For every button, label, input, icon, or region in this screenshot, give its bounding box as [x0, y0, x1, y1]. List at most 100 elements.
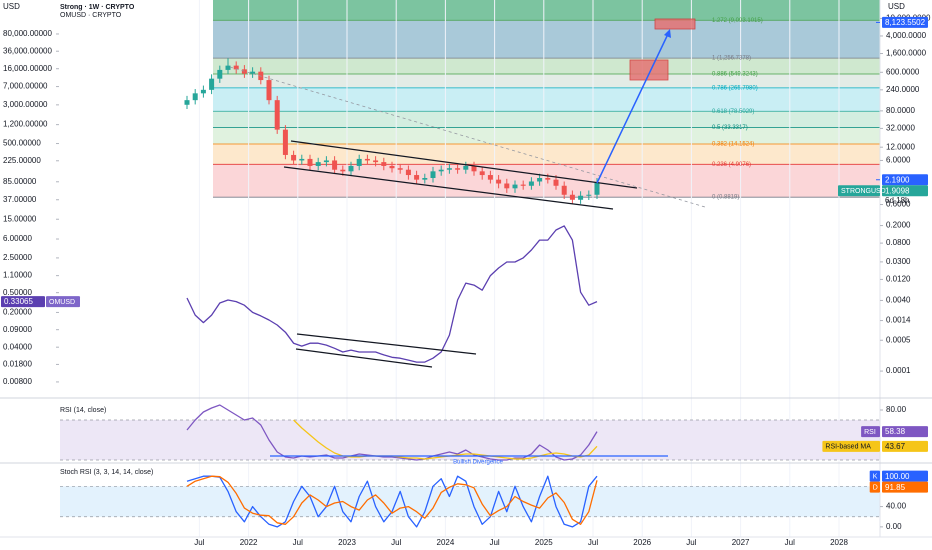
- candle-body: [323, 160, 329, 163]
- y2-tick-label: 12.0000: [886, 142, 915, 151]
- y-tick-label: 500.00000: [3, 139, 41, 148]
- series-line: [186, 475, 598, 525]
- series-line: [186, 475, 598, 528]
- y-tick-label: 1.10000: [3, 271, 32, 280]
- trend-line: [229, 66, 706, 208]
- candle-body: [438, 169, 444, 172]
- last-value-bg: [882, 470, 928, 482]
- candle-body: [282, 129, 288, 155]
- x-tick-label: Jul: [194, 538, 204, 547]
- x-tick-label: 2023: [338, 538, 356, 547]
- candle-body: [463, 165, 469, 170]
- series-tag-bg: [869, 470, 880, 482]
- candle-body: [217, 69, 223, 79]
- fib-band: [213, 87, 880, 112]
- candle-body: [455, 168, 461, 170]
- y2-tick-label: 240.0000: [886, 85, 920, 94]
- candle-body: [340, 169, 346, 172]
- fib-label: 0.382 (14.1524): [712, 142, 754, 148]
- y-tick-label: 7,000.00000: [3, 82, 48, 91]
- candle-body: [561, 185, 567, 195]
- y-tick-label: 225.00000: [3, 156, 41, 165]
- y2-tick-label: 0.0005: [886, 335, 911, 344]
- candle-body: [528, 181, 534, 186]
- y-tick-label: 0.00: [886, 522, 902, 531]
- countdown: 6d 18h: [885, 196, 909, 205]
- channel-line: [296, 333, 477, 355]
- pane-title: RSI (14, close): [60, 407, 106, 414]
- fib-band: [213, 73, 880, 88]
- candle-body: [364, 158, 370, 161]
- y-tick-label: 0.04000: [3, 342, 32, 351]
- candle-body: [397, 168, 403, 170]
- y-tick-label: 36,000.00000: [3, 46, 52, 55]
- candle-body: [594, 182, 600, 195]
- x-tick-label: 2024: [437, 538, 455, 547]
- candle-body: [578, 195, 584, 200]
- last-value: 58.38: [885, 427, 906, 436]
- series-tag-bg: [838, 185, 880, 197]
- series-tag-bg: [861, 426, 880, 438]
- candle-body: [356, 158, 362, 166]
- x-tick-label: Jul: [489, 538, 499, 547]
- x-tick-label: 2026: [633, 538, 651, 547]
- candle-body: [389, 165, 395, 169]
- candle-body: [545, 177, 551, 180]
- y-tick-label: 3,000.00000: [3, 100, 48, 109]
- y-tick-label: 40.00: [886, 502, 907, 511]
- fib-label: 0.886 (549.3243): [712, 72, 758, 78]
- pane-title: Stoch RSI (3, 3, 14, 14, close): [60, 469, 153, 476]
- x-tick-label: 2028: [830, 538, 848, 547]
- price-marker-label: 8,123.5502: [885, 18, 926, 27]
- x-tick-label: 2025: [535, 538, 553, 547]
- candle-body: [209, 78, 215, 90]
- y2-tick-label: 0.2000: [886, 221, 911, 230]
- price-marker-label-bg: [882, 174, 928, 186]
- y-tick-label: 1,200.00000: [3, 120, 48, 129]
- x-tick-label: Jul: [293, 538, 303, 547]
- fib-band: [213, 20, 880, 59]
- candle-body: [537, 177, 543, 182]
- x-tick-label: Jul: [785, 538, 795, 547]
- y-tick-label: 0.00800: [3, 377, 32, 386]
- candle-body: [307, 158, 313, 166]
- candle-body: [250, 71, 256, 74]
- y2-unit: USD: [888, 2, 905, 11]
- candle-body: [299, 158, 305, 161]
- candle-body: [471, 165, 477, 172]
- fib-band: [213, 0, 880, 21]
- fib-label: 1.272 (9,093.1015): [712, 18, 763, 24]
- candle-body: [291, 154, 297, 161]
- last-value-bg: [882, 426, 928, 438]
- channel-line: [295, 348, 433, 368]
- candle-body: [422, 177, 428, 180]
- y-tick-label: 6.00000: [3, 234, 32, 243]
- x-tick-label: Jul: [391, 538, 401, 547]
- last-value: 0.33065: [4, 297, 33, 306]
- last-value: 100.00: [885, 472, 910, 481]
- candle-body: [241, 69, 247, 74]
- y2-tick-label: 1,600.0000: [886, 49, 927, 58]
- last-value: 91.85: [885, 483, 906, 492]
- series-line: [186, 225, 598, 363]
- annotation: Bullish Divergence: [453, 460, 503, 466]
- fib-label: 0.236 (4.9076): [712, 162, 751, 168]
- band-fill: [60, 420, 880, 460]
- last-price: 1.9098: [885, 186, 910, 195]
- fib-band: [213, 127, 880, 145]
- price-marker-label: 2.1900: [885, 175, 910, 184]
- candle-body: [487, 175, 493, 180]
- candle-body: [373, 160, 379, 163]
- y2-tick-label: 600.0000: [886, 67, 920, 76]
- last-value-bg: [882, 481, 928, 493]
- price-marker-label-bg: [882, 16, 928, 28]
- candle-body: [479, 171, 485, 176]
- y-tick-label: 80.00: [886, 405, 907, 414]
- band-fill: [60, 486, 880, 517]
- series-tag: D: [873, 485, 878, 492]
- x-tick-label: Jul: [686, 538, 696, 547]
- fib-label: 0.5 (33.3317): [712, 125, 748, 131]
- y2-tick-label: 80.0000: [886, 106, 915, 115]
- chart-title: Strong · 1W · CRYPTO: [60, 4, 135, 11]
